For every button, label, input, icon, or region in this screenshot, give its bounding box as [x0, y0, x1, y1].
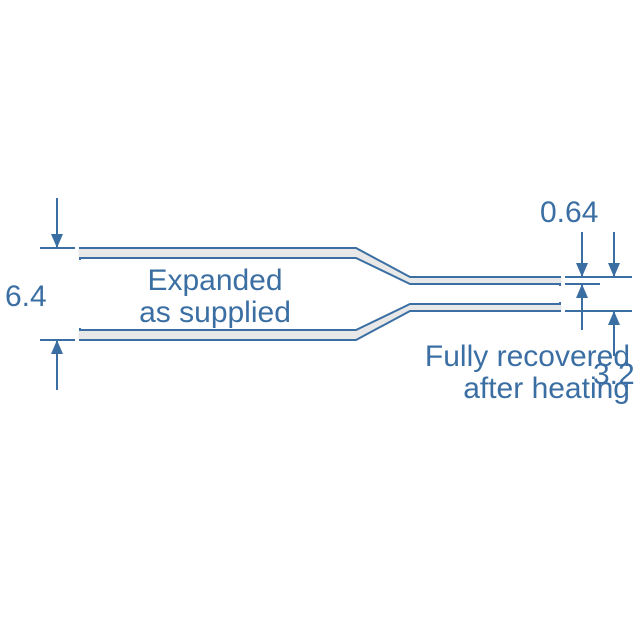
arrow-wall-top [576, 263, 588, 277]
arrow-right-top [608, 263, 620, 277]
expanded-label-line2: as supplied [139, 296, 291, 329]
arrow-left-top [51, 234, 63, 248]
arrow-right-bot [608, 311, 620, 325]
dim-expanded-value: 6.4 [5, 280, 47, 313]
expanded-label-line1: Expanded [147, 264, 282, 297]
heat-shrink-diagram: 6.4 3.2 0.64 Expanded as supplied Fully … [0, 0, 640, 640]
dim-wall-value: 0.64 [540, 196, 598, 229]
recovered-label-line1: Fully recovered [425, 340, 630, 373]
arrow-wall-bot [576, 284, 588, 298]
arrow-left-bot [51, 340, 63, 354]
recovered-label-line2: after heating [463, 372, 630, 405]
